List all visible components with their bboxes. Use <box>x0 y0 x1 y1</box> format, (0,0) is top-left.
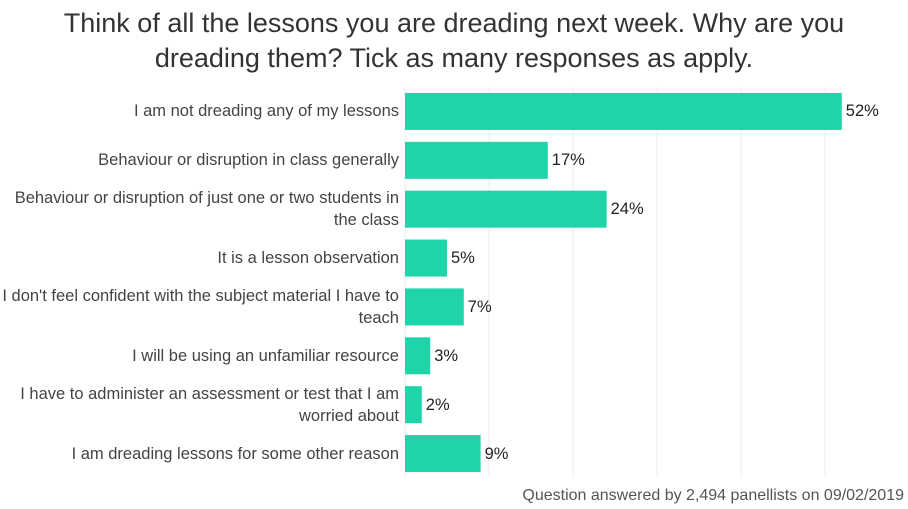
bar <box>405 386 422 424</box>
footnote: Question answered by 2,494 panellists on… <box>522 487 904 504</box>
value-label: 17% <box>551 151 585 170</box>
category-label: I don't feel confident with the subject … <box>2 286 399 327</box>
bar <box>405 141 548 179</box>
value-label: 24% <box>610 200 644 219</box>
bar <box>405 435 481 473</box>
value-label: 5% <box>451 249 475 268</box>
value-label: 2% <box>425 395 450 414</box>
bar <box>405 337 431 375</box>
bar <box>405 92 842 130</box>
category-label: I am not dreading any of my lessons <box>133 102 399 121</box>
category-label: Behaviour or disruption in class general… <box>98 151 399 170</box>
category-label: Behaviour or disruption of just one or t… <box>14 189 399 230</box>
bar <box>405 288 464 326</box>
value-label: 52% <box>845 102 879 121</box>
category-label: I will be using an unfamiliar resource <box>132 346 399 365</box>
category-label: I have to administer an assessment or te… <box>20 384 399 425</box>
bar <box>405 190 607 228</box>
value-label: 9% <box>484 444 509 463</box>
chart-title: Think of all the lessons you are dreadin… <box>63 8 845 73</box>
value-label: 7% <box>467 297 492 316</box>
category-label: I am dreading lessons for some other rea… <box>71 444 399 463</box>
bar <box>405 239 447 277</box>
value-label: 3% <box>434 346 459 365</box>
category-label: It is a lesson observation <box>217 249 399 268</box>
